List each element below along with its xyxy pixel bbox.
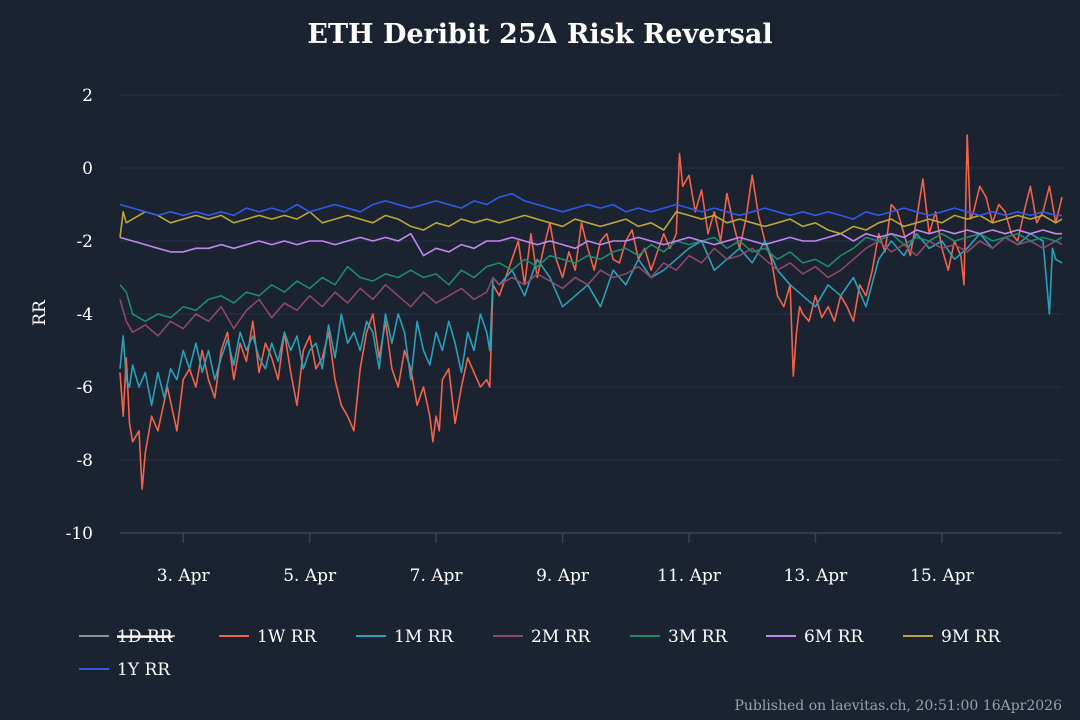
series-lines bbox=[119, 134, 1063, 490]
y-tick-label: -6 bbox=[76, 378, 93, 398]
x-tick-label: 15. Apr bbox=[910, 566, 975, 586]
y-tick-label: -10 bbox=[66, 524, 93, 544]
legend-label: 1Y RR bbox=[117, 660, 171, 680]
x-tick-label: 11. Apr bbox=[657, 566, 722, 586]
chart-title: ETH Deribit 25Δ Risk Reversal bbox=[307, 19, 772, 50]
credit-text: Published on laevitas.ch, 20:51:00 16Apr… bbox=[734, 698, 1062, 714]
legend-label: 6M RR bbox=[804, 627, 864, 647]
y-axis-title: RR bbox=[30, 299, 50, 326]
series-line-3m-rr bbox=[119, 232, 1063, 323]
series-line-1m-rr bbox=[119, 232, 1063, 407]
y-tick-label: -2 bbox=[76, 232, 93, 252]
legend-label: 1M RR bbox=[394, 627, 454, 647]
legend-label: 2M RR bbox=[531, 627, 591, 647]
y-axis-ticks: 2 0 -2 -4 -6 -8 -10 bbox=[66, 86, 93, 544]
y-tick-label: 0 bbox=[82, 159, 93, 179]
legend-label: 9M RR bbox=[941, 627, 1001, 647]
legend-label: 1W RR bbox=[257, 627, 317, 647]
y-tick-label: -4 bbox=[76, 305, 93, 325]
legend-label: 3M RR bbox=[668, 627, 728, 647]
x-tick-label: 13. Apr bbox=[784, 566, 849, 586]
x-tick-label: 7. Apr bbox=[410, 566, 464, 586]
legend-item-9m-rr[interactable]: 9M RR bbox=[903, 627, 1001, 647]
series-line-6m-rr bbox=[119, 229, 1062, 257]
legend-item-6m-rr[interactable]: 6M RR bbox=[766, 627, 864, 647]
legend-item-1w-rr[interactable]: 1W RR bbox=[219, 627, 317, 647]
y-tick-label: 2 bbox=[82, 86, 93, 106]
legend-label: 1D RR bbox=[117, 627, 174, 647]
y-tick-label: -8 bbox=[76, 451, 93, 471]
legend-item-1d-rr[interactable]: 1D RR bbox=[79, 627, 175, 647]
legend-item-2m-rr[interactable]: 2M RR bbox=[493, 627, 591, 647]
legend-item-3m-rr[interactable]: 3M RR bbox=[630, 627, 728, 647]
legend-item-1m-rr[interactable]: 1M RR bbox=[356, 627, 454, 647]
x-axis-ticks: 3. Apr 5. Apr 7. Apr 9. Apr 11. Apr 13. Apr 15… bbox=[157, 533, 975, 586]
legend-item-1y-rr[interactable]: 1Y RR bbox=[79, 660, 171, 680]
x-tick-label: 3. Apr bbox=[157, 566, 211, 586]
series-line-1y-rr bbox=[119, 192, 1062, 220]
series-line-9m-rr bbox=[119, 211, 1063, 238]
series-line-2m-rr bbox=[119, 236, 1063, 337]
legend: 1D RR 1W RR 1M RR 2M RR 3M RR 6M RR 9M RR 1Y RR bbox=[79, 627, 1001, 680]
grid bbox=[120, 94, 1062, 534]
x-tick-label: 9. Apr bbox=[536, 566, 590, 586]
x-tick-label: 5. Apr bbox=[283, 566, 337, 586]
series-line-1w-rr bbox=[119, 134, 1063, 490]
